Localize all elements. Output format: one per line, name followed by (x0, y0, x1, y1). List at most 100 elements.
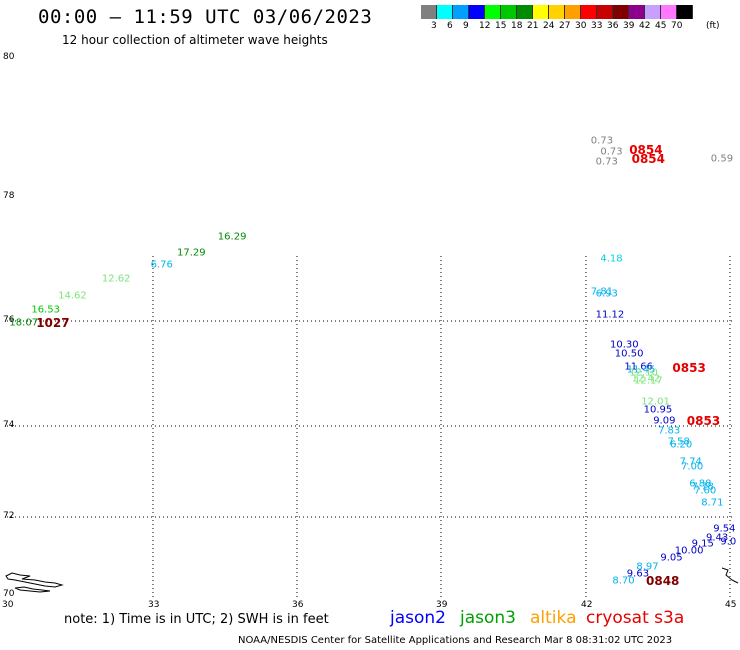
wave-height-value: 10.30 (610, 339, 639, 351)
wave-height-value: 14.62 (58, 290, 87, 302)
scale-label: 3 (431, 21, 437, 31)
wave-height-value: 6.76 (150, 259, 173, 271)
scale-label: 21 (527, 21, 539, 31)
pass-time-label: 0854 (631, 151, 665, 166)
wave-height-value: 6.20 (670, 439, 693, 451)
map-plot-area (5, 256, 739, 598)
wave-height-value: 18.07 (9, 317, 39, 329)
scale-swatch: 42 (629, 5, 650, 31)
map-title: 00:00 – 11:59 UTC 03/06/2023 (38, 6, 373, 28)
scale-label: 6 (447, 21, 453, 31)
wave-height-value: 0.73 (595, 156, 618, 168)
longitude-label: 45 (725, 600, 737, 610)
wave-height-value: 9.43 (706, 532, 729, 544)
longitude-label: 42 (581, 600, 593, 610)
wave-height-value: 12.42 (631, 373, 661, 385)
wave-height-value: 12.62 (101, 273, 131, 285)
wave-height-value: 7.60 (694, 485, 717, 497)
scale-swatch: 12 (469, 5, 490, 31)
wave-height-value: 8.71 (701, 497, 724, 509)
scale-swatch: 45 (645, 5, 666, 31)
scale-swatch: 24 (533, 5, 554, 31)
wave-height-value: 11.45 (626, 364, 656, 376)
latitude-label: 78 (3, 191, 15, 201)
pass-time-label: 1027 (36, 315, 70, 330)
units-note: note: 1) Time is in UTC; 2) SWH is in fe… (64, 612, 329, 627)
latitude-label: 74 (3, 420, 15, 430)
wave-height-value: 16.29 (217, 231, 247, 243)
wave-height-value: 9.63 (626, 568, 650, 580)
latitude-label: 70 (3, 589, 15, 599)
wave-height-value: 11.12 (595, 309, 625, 321)
scale-swatch: 9 (453, 5, 469, 31)
wave-height-value: 9.15 (691, 538, 714, 550)
coastline-island (5, 567, 739, 593)
scale-swatch: 21 (517, 5, 538, 31)
scale-swatch: 36 (597, 5, 618, 31)
wave-height-value: 7.74 (679, 456, 702, 468)
scale-swatch: 39 (613, 5, 634, 31)
wave-height-value: 4.18 (600, 253, 623, 265)
latitude-label: 72 (3, 511, 15, 521)
map-subtitle: 12 hour collection of altimeter wave hei… (62, 33, 328, 47)
longitude-label: 33 (148, 600, 160, 610)
color-scale-legend: 3 6 9 12 15 18 21 24 27 30 33 36 39 42 45 70 (ft) (421, 5, 720, 31)
latitude-label: 76 (3, 315, 15, 325)
wave-height-value: 8.97 (636, 561, 659, 573)
legend-item: jason3 (460, 608, 516, 628)
wave-height-value: 9.09 (653, 415, 676, 427)
pass-time-label: 0854 (629, 142, 663, 157)
wave-height-value: 10.95 (643, 404, 673, 416)
wave-height-value: 7.78 (691, 481, 714, 493)
legend-item: jason2 (390, 608, 446, 628)
latitude-label: 80 (3, 52, 15, 62)
attribution-footer: NOAA/NESDIS Center for Satellite Applica… (238, 635, 673, 646)
pass-time-label: 0853 (672, 361, 706, 376)
legend-item: altika (530, 608, 577, 628)
scale-label: 39 (623, 21, 635, 31)
scale-label: 45 (655, 21, 667, 31)
legend-item: cryosat s3a (586, 608, 685, 628)
wave-height-value: 6.88 (689, 478, 712, 490)
scale-label: 30 (575, 21, 587, 31)
wave-height-value: 6.93 (595, 288, 618, 300)
wave-height-value: 0.73 (600, 146, 623, 158)
wave-height-value: 16.53 (31, 304, 60, 316)
graticule-grid (7, 256, 735, 598)
pass-time-label: 0848 (646, 573, 680, 588)
pass-time-label: 0853 (686, 413, 721, 428)
wave-height-value: 9.54 (713, 523, 736, 535)
scale-label: 42 (639, 21, 651, 31)
wave-height-value: 7.00 (681, 461, 704, 473)
wave-height-value: 9.05 (660, 552, 683, 564)
wave-height-value: 7.58 (667, 436, 690, 448)
wave-height-value: 11.66 (624, 361, 654, 373)
scale-label: 33 (591, 21, 603, 31)
scale-label: 12 (479, 21, 491, 31)
wave-height-value: 12.17 (634, 375, 663, 387)
wave-height-value: 17.29 (177, 247, 206, 259)
scale-label: 70 (671, 21, 683, 31)
scale-swatch: 30 (565, 5, 586, 31)
scale-unit-label: (ft) (706, 21, 720, 31)
scale-label: 18 (511, 21, 523, 31)
scale-swatch: 18 (501, 5, 522, 31)
longitude-label: 39 (436, 600, 448, 610)
scale-swatch: 33 (581, 5, 602, 31)
scale-label: 15 (495, 21, 507, 31)
wave-height-value: 12.10 (629, 367, 658, 379)
scale-label: 9 (463, 21, 469, 31)
wave-height-value: 10.50 (614, 348, 644, 360)
scale-swatch: 27 (549, 5, 570, 31)
longitude-label: 36 (292, 600, 304, 610)
wave-height-value: 9.0 (720, 536, 737, 548)
wave-height-value: 7.83 (658, 425, 681, 437)
scale-swatch: 70 (661, 5, 682, 31)
wave-height-value: 0.59 (710, 153, 734, 165)
scale-label: 24 (543, 21, 555, 31)
scale-label: 27 (559, 21, 571, 31)
scale-label: 36 (607, 21, 619, 31)
wave-height-value: 10.00 (674, 545, 704, 557)
scale-swatch: 6 (437, 5, 453, 31)
wave-height-value: 7.81 (590, 286, 614, 298)
